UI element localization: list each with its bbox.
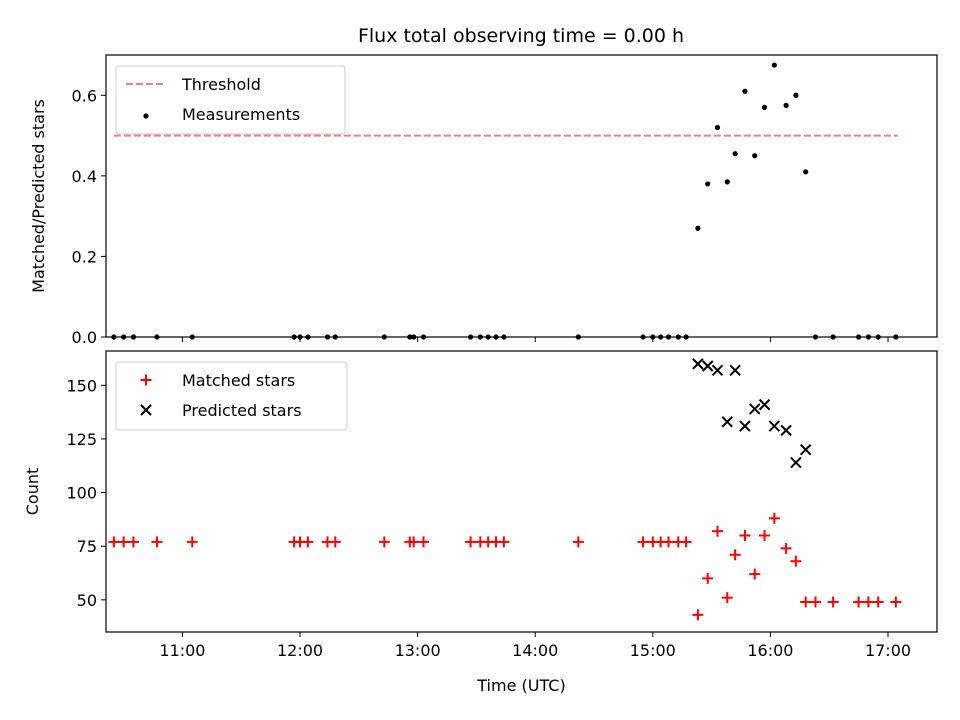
bottom-data-point bbox=[729, 364, 741, 377]
top-axes-frame bbox=[105, 54, 938, 338]
bottom-data-point bbox=[749, 568, 761, 580]
bottom-data-point bbox=[127, 536, 139, 548]
bottom-data-point bbox=[418, 536, 430, 548]
bottom-x-tick-label: 14:00 bbox=[512, 641, 558, 660]
bottom-data-point bbox=[637, 536, 649, 548]
bottom-data-point bbox=[711, 364, 724, 377]
bottom-data-point bbox=[692, 358, 704, 370]
bottom-series-1 bbox=[692, 358, 812, 469]
bottom-x-tick-label: 16:00 bbox=[747, 641, 793, 660]
bottom-data-point bbox=[721, 592, 733, 604]
bottom-data-point bbox=[711, 525, 723, 537]
bottom-y-tick-label: 125 bbox=[66, 430, 97, 449]
bottom-data-point bbox=[862, 596, 874, 608]
legend-swatch bbox=[143, 113, 149, 119]
bottom-data-point bbox=[768, 512, 780, 524]
legend-swatch bbox=[140, 404, 152, 416]
bottom-data-point bbox=[408, 536, 420, 548]
bottom-data-point bbox=[890, 596, 902, 608]
bottom-data-point bbox=[749, 403, 761, 415]
top-data-point bbox=[783, 102, 789, 108]
legend-swatch bbox=[140, 374, 152, 386]
top-y-tick-label: 0.0 bbox=[72, 328, 97, 347]
bottom-data-point bbox=[809, 596, 821, 608]
bottom-data-point bbox=[692, 609, 704, 621]
top-data-point bbox=[793, 92, 799, 98]
bottom-data-point bbox=[739, 420, 751, 432]
top-y-tick-label: 0.6 bbox=[72, 86, 97, 105]
bottom-data-point bbox=[151, 536, 163, 548]
bottom-y-tick-label: 75 bbox=[77, 537, 97, 556]
top-y-tick-label: 0.4 bbox=[72, 167, 97, 186]
bottom-x-tick-label: 12:00 bbox=[277, 641, 323, 660]
bottom-data-point bbox=[108, 536, 120, 548]
bottom-data-point bbox=[780, 424, 792, 437]
top-data-point bbox=[724, 179, 730, 185]
bottom-y-tick-label: 150 bbox=[66, 376, 97, 395]
bottom-data-point bbox=[790, 456, 802, 469]
top-data-point bbox=[742, 88, 748, 94]
legend-label: Measurements bbox=[182, 105, 300, 124]
top-chart-title: Flux total observing time = 0.00 h bbox=[358, 25, 684, 47]
legend-label: Matched stars bbox=[182, 371, 295, 390]
bottom-x-tick-label: 15:00 bbox=[630, 641, 676, 660]
bottom-data-point bbox=[186, 536, 198, 548]
top-data-point bbox=[695, 225, 701, 231]
legend-label: Threshold bbox=[181, 75, 261, 94]
bottom-data-point bbox=[739, 529, 751, 541]
bottom-data-point bbox=[701, 360, 714, 372]
bottom-data-point bbox=[759, 529, 771, 541]
top-y-axis-label: Matched/Predicted stars bbox=[29, 99, 48, 293]
top-data-point bbox=[714, 124, 721, 131]
bottom-data-point bbox=[465, 536, 477, 548]
bottom-series-0 bbox=[108, 512, 902, 621]
bottom-data-point bbox=[872, 596, 884, 608]
bottom-data-point bbox=[768, 420, 781, 432]
bottom-data-point bbox=[758, 398, 771, 411]
top-data-point bbox=[771, 62, 777, 68]
bottom-data-point bbox=[780, 542, 792, 554]
bottom-legend bbox=[115, 361, 348, 431]
bottom-data-point bbox=[790, 555, 802, 567]
bottom-axes-frame bbox=[105, 350, 938, 633]
bottom-data-point bbox=[378, 536, 390, 548]
bottom-y-axis-label: Count bbox=[23, 468, 42, 516]
top-data-point bbox=[705, 181, 711, 187]
legend-label: Predicted stars bbox=[182, 401, 302, 420]
bottom-data-point bbox=[799, 443, 812, 456]
top-axes: 0.0 0.2 0.4 0.6 Matched/Predicted stars Thres… bbox=[29, 54, 938, 347]
top-legend bbox=[115, 65, 346, 135]
bottom-data-point bbox=[572, 536, 584, 548]
bottom-data-point bbox=[329, 536, 341, 548]
bottom-data-point bbox=[118, 536, 130, 548]
bottom-data-point bbox=[721, 416, 733, 428]
bottom-data-point bbox=[702, 572, 714, 584]
top-data-point bbox=[803, 169, 809, 175]
top-data-point bbox=[761, 104, 768, 110]
bottom-data-point bbox=[827, 596, 839, 608]
bottom-x-axis-label: Time (UTC) bbox=[476, 676, 565, 695]
bottom-data-point bbox=[729, 549, 741, 561]
bottom-data-point bbox=[498, 536, 510, 548]
bottom-data-point bbox=[800, 596, 812, 608]
top-y-tick-label: 0.2 bbox=[72, 247, 97, 266]
top-data-point bbox=[732, 151, 738, 157]
bottom-data-point bbox=[302, 536, 314, 548]
bottom-x-tick-label: 13:00 bbox=[395, 641, 441, 660]
bottom-data-point bbox=[680, 536, 692, 548]
bottom-data-point bbox=[853, 596, 865, 608]
bottom-y-tick-label: 50 bbox=[77, 591, 97, 610]
top-data-point bbox=[752, 153, 758, 159]
bottom-data-point bbox=[662, 536, 674, 548]
bottom-x-tick-label: 11:00 bbox=[159, 641, 205, 660]
bottom-y-tick-label: 100 bbox=[66, 484, 97, 503]
bottom-x-tick-label: 17:00 bbox=[865, 641, 911, 660]
bottom-axes: 11:00 12:00 13:00 14:00 15:00 16:00 17:00 50 75 1… bbox=[23, 350, 938, 695]
